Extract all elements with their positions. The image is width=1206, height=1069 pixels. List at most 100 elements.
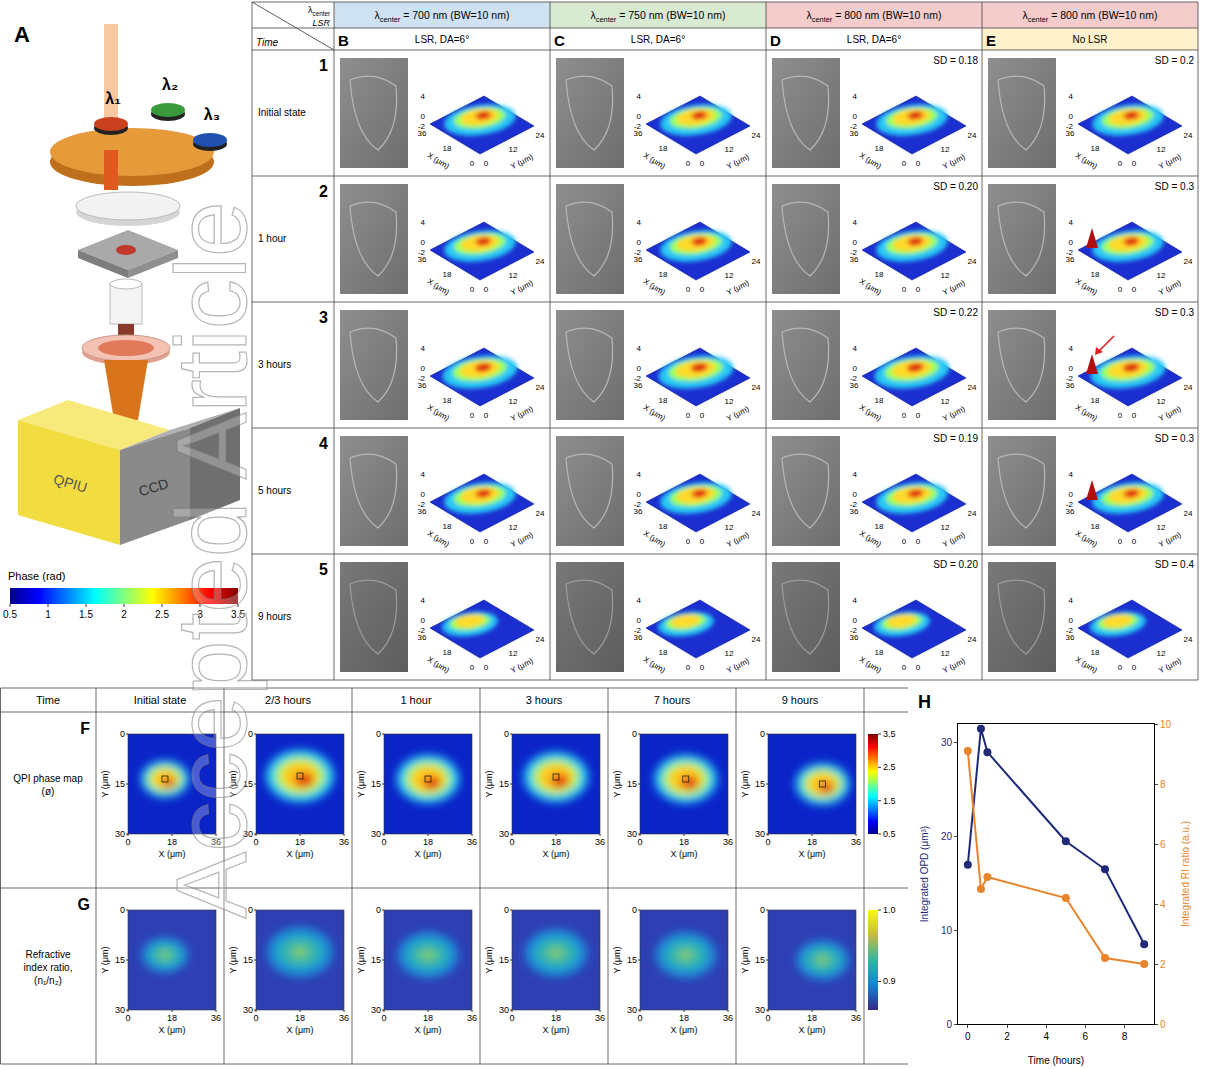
svg-text:0: 0 [253,1013,258,1023]
svg-text:18: 18 [679,837,689,847]
svg-text:SD = 0.22: SD = 0.22 [933,307,978,318]
svg-text:18: 18 [807,837,817,847]
svg-text:0: 0 [470,285,475,294]
svg-text:0: 0 [632,729,637,739]
svg-text:18: 18 [167,1013,177,1023]
svg-text:LSR: LSR [312,18,330,28]
svg-text:15: 15 [627,779,637,789]
svg-text:B: B [338,32,349,49]
svg-text:λcenter = 800 nm (BW=10 nm): λcenter = 800 nm (BW=10 nm) [1023,9,1158,24]
svg-text:36: 36 [418,129,427,138]
svg-text:12: 12 [509,523,518,532]
svg-text:12: 12 [941,397,950,406]
svg-text:λ₃: λ₃ [204,106,220,123]
svg-text:X (μm): X (μm) [426,277,452,297]
svg-text:36: 36 [339,1013,349,1023]
svg-text:18: 18 [875,144,884,153]
svg-text:12: 12 [509,649,518,658]
svg-text:6: 6 [1083,1031,1089,1042]
svg-text:36: 36 [339,837,349,847]
svg-text:3 hours: 3 hours [526,694,563,706]
svg-text:20: 20 [941,831,953,842]
svg-text:4: 4 [637,92,642,101]
svg-text:4: 4 [637,218,642,227]
svg-text:0: 0 [1132,663,1137,672]
svg-text:18: 18 [875,522,884,531]
svg-text:4: 4 [1160,899,1166,910]
svg-text:36: 36 [851,1013,861,1023]
svg-text:0: 0 [484,411,489,420]
svg-text:X (μm): X (μm) [426,655,452,675]
svg-text:0: 0 [1118,537,1123,546]
svg-text:X (μm): X (μm) [858,655,884,675]
svg-text:0: 0 [470,411,475,420]
svg-text:0: 0 [637,616,642,625]
svg-text:36: 36 [850,381,859,390]
svg-text:36: 36 [418,507,427,516]
svg-text:18: 18 [443,522,452,531]
svg-text:0: 0 [916,285,921,294]
svg-text:0: 0 [1160,1019,1166,1030]
svg-text:X (μm): X (μm) [1074,655,1100,675]
svg-text:λcenter = 800 nm (BW=10 nm): λcenter = 800 nm (BW=10 nm) [807,9,942,24]
svg-text:X (μm): X (μm) [1074,529,1100,549]
svg-text:4: 4 [421,596,426,605]
svg-text:0: 0 [686,159,691,168]
svg-text:15: 15 [243,955,253,965]
svg-text:0: 0 [700,159,705,168]
svg-text:SD = 0.19: SD = 0.19 [933,433,978,444]
svg-text:30: 30 [499,829,509,839]
svg-text:0: 0 [916,411,921,420]
svg-text:24: 24 [536,635,545,644]
svg-text:0: 0 [1132,537,1137,546]
svg-text:0: 0 [381,837,386,847]
svg-text:24: 24 [752,635,761,644]
svg-text:4: 4 [1069,596,1074,605]
svg-text:4: 4 [1069,92,1074,101]
svg-text:36: 36 [850,507,859,516]
svg-text:0: 0 [421,616,426,625]
svg-text:15: 15 [499,779,509,789]
svg-text:15: 15 [755,955,765,965]
svg-text:Y (μm): Y (μm) [484,946,494,973]
svg-text:X (μm): X (μm) [158,1025,185,1035]
svg-text:E: E [986,32,996,49]
svg-text:18: 18 [875,270,884,279]
svg-text:0: 0 [484,285,489,294]
svg-text:0: 0 [1132,411,1137,420]
svg-text:0: 0 [120,729,125,739]
svg-text:18: 18 [443,270,452,279]
svg-text:Y (μm): Y (μm) [941,404,967,423]
svg-text:18: 18 [875,648,884,657]
svg-text:12: 12 [725,271,734,280]
svg-text:Y (μm): Y (μm) [941,530,967,549]
svg-text:1: 1 [45,609,51,620]
svg-text:2: 2 [319,183,328,200]
svg-text:3.5: 3.5 [883,729,896,739]
svg-text:18: 18 [1091,522,1100,531]
svg-text:Y (μm): Y (μm) [725,404,751,423]
svg-text:30: 30 [755,829,765,839]
svg-text:0: 0 [965,1031,971,1042]
svg-text:Y (μm): Y (μm) [740,770,750,797]
svg-text:8: 8 [1122,1031,1128,1042]
svg-text:Y (μm): Y (μm) [740,946,750,973]
svg-text:0: 0 [421,364,426,373]
svg-text:4: 4 [1043,1031,1049,1042]
svg-text:0: 0 [700,411,705,420]
svg-text:30: 30 [755,1005,765,1015]
svg-text:15: 15 [115,779,125,789]
svg-text:0: 0 [470,159,475,168]
svg-text:0: 0 [853,112,858,121]
svg-text:(ø): (ø) [42,786,55,797]
svg-text:SD = 0.3: SD = 0.3 [1155,433,1195,444]
svg-text:0: 0 [1132,159,1137,168]
svg-text:0: 0 [760,729,765,739]
svg-text:A: A [14,22,30,47]
svg-text:12: 12 [941,271,950,280]
svg-text:0: 0 [853,238,858,247]
svg-text:36: 36 [723,837,733,847]
svg-text:X (μm): X (μm) [858,529,884,549]
svg-text:λcenter = 750 nm (BW=10 nm): λcenter = 750 nm (BW=10 nm) [591,9,726,24]
svg-text:36: 36 [1066,255,1075,264]
